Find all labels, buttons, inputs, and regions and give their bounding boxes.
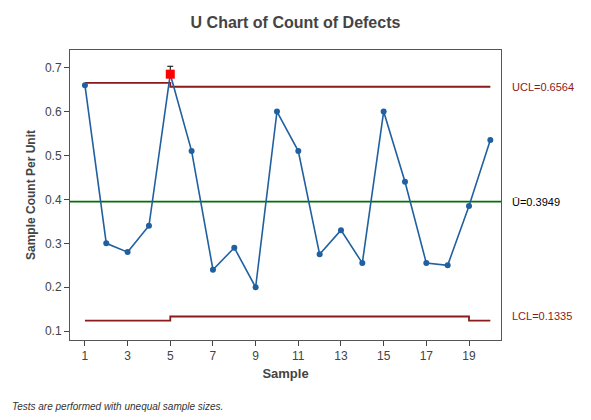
svg-text:LCL=0.1335: LCL=0.1335	[512, 310, 572, 322]
svg-text:11: 11	[292, 349, 305, 363]
svg-text:0.1: 0.1	[45, 324, 62, 338]
svg-text:Sample: Sample	[262, 366, 308, 381]
svg-text:17: 17	[420, 349, 434, 363]
svg-text:Tests are performed with unequ: Tests are performed with unequal sample …	[12, 401, 223, 412]
svg-text:15: 15	[377, 349, 391, 363]
svg-text:0.7: 0.7	[45, 61, 62, 75]
svg-text:UCL=0.6564: UCL=0.6564	[512, 81, 574, 93]
svg-text:0.6: 0.6	[45, 105, 62, 119]
svg-text:0.3: 0.3	[45, 237, 62, 251]
svg-text:19: 19	[462, 349, 476, 363]
svg-text:7: 7	[210, 349, 217, 363]
svg-text:13: 13	[334, 349, 348, 363]
svg-text:9: 9	[252, 349, 259, 363]
svg-text:Sample Count Per Unit: Sample Count Per Unit	[24, 130, 38, 260]
svg-text:0.2: 0.2	[45, 280, 62, 294]
svg-text:Ū=0.3949: Ū=0.3949	[512, 196, 560, 208]
svg-text:U Chart of Count of Defects: U Chart of Count of Defects	[191, 14, 401, 31]
svg-text:1: 1	[82, 349, 89, 363]
svg-text:0.4: 0.4	[45, 193, 62, 207]
svg-text:5: 5	[167, 349, 174, 363]
svg-text:3: 3	[124, 349, 131, 363]
svg-text:0.5: 0.5	[45, 149, 62, 163]
